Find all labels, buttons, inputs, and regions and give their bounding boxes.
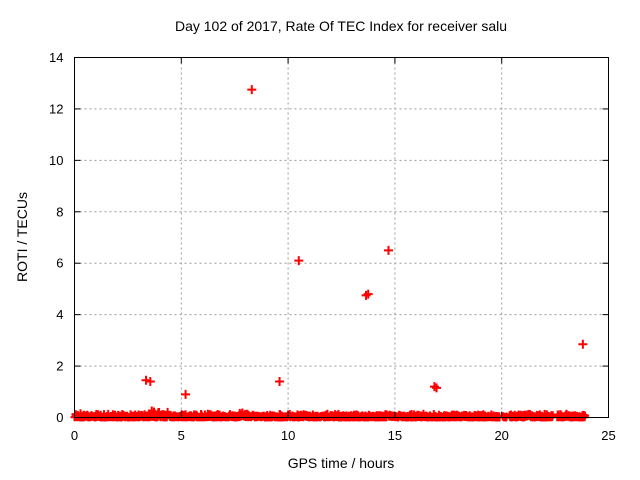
y-tick-label: 4 bbox=[56, 307, 63, 322]
axis-ticks bbox=[74, 57, 609, 418]
y-tick-label: 14 bbox=[49, 50, 63, 65]
x-axis-title: GPS time / hours bbox=[288, 455, 395, 471]
y-tick-label: 8 bbox=[56, 204, 63, 219]
y-tick-label: 2 bbox=[56, 359, 63, 374]
outlier-points bbox=[141, 85, 588, 399]
data-point bbox=[275, 377, 285, 386]
data-point bbox=[294, 256, 304, 266]
data-point bbox=[363, 289, 373, 299]
y-tick-label: 12 bbox=[49, 101, 63, 116]
y-tick-label: 6 bbox=[56, 256, 63, 271]
y-tick-label: 10 bbox=[49, 153, 63, 168]
data-point bbox=[432, 383, 442, 393]
data-point bbox=[181, 389, 191, 399]
y-tick-label: 0 bbox=[56, 410, 63, 425]
data-point bbox=[247, 85, 257, 95]
x-tick-label: 0 bbox=[71, 428, 78, 443]
data-point bbox=[145, 377, 155, 386]
y-axis-title: ROTI / TECUs bbox=[14, 192, 30, 282]
plot-border bbox=[74, 57, 609, 418]
data-point bbox=[578, 339, 588, 349]
chart-title: Day 102 of 2017, Rate Of TEC Index for r… bbox=[175, 18, 507, 34]
x-tick-label: 25 bbox=[601, 428, 615, 443]
x-tick-label: 15 bbox=[388, 428, 402, 443]
data-point bbox=[383, 245, 393, 255]
x-tick-label: 10 bbox=[281, 428, 295, 443]
tick-labels: 0 5 10 15 20 25 0 2 4 6 8 10 12 14 bbox=[49, 50, 616, 443]
x-tick-label: 20 bbox=[494, 428, 508, 443]
data-point bbox=[141, 375, 151, 385]
x-tick-label: 5 bbox=[178, 428, 185, 443]
